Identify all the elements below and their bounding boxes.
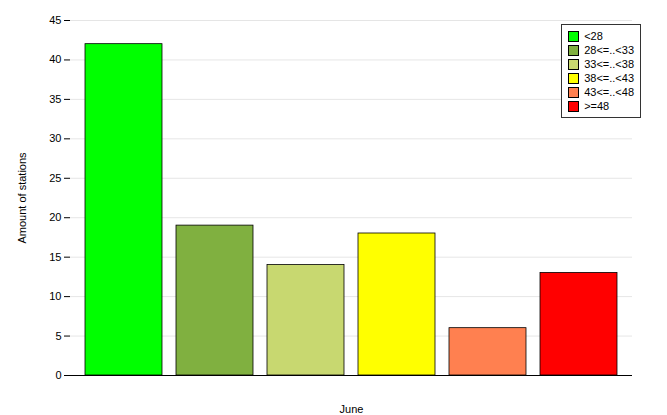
svg-text:Amount of stations: Amount of stations [16,152,28,244]
html-text:38<=..<43: 38<=..<43 [584,72,634,84]
svg-text:10: 10 [49,290,61,302]
html-text:33<=..<38: 33<=..<38 [584,58,634,70]
svg-text:45: 45 [49,14,61,26]
svg-text:30: 30 [49,132,61,144]
html-text:43<=..<48: 43<=..<48 [584,86,634,98]
svg-text:5: 5 [55,330,61,342]
svg-text:June: June [340,403,364,415]
html-text:28<=..<33: 28<=..<33 [584,44,634,56]
html-text:>=48: >=48 [584,100,610,112]
html-text:<28: <28 [584,30,603,42]
svg-text:35: 35 [49,93,61,105]
svg-text:40: 40 [49,53,61,65]
svg-text:20: 20 [49,211,61,223]
svg-text:15: 15 [49,251,61,263]
svg-text:0: 0 [55,369,61,381]
svg-text:25: 25 [49,172,61,184]
